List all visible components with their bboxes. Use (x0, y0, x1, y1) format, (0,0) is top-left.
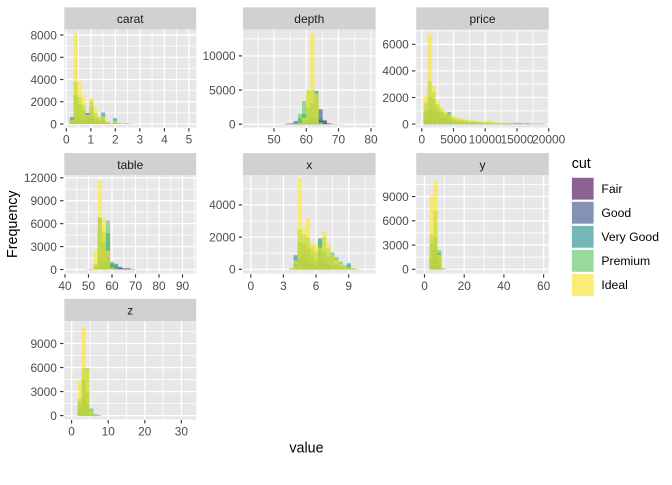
svg-text:5000: 5000 (209, 83, 236, 97)
svg-text:z: z (127, 304, 133, 318)
svg-text:15000: 15000 (500, 133, 533, 147)
svg-text:30: 30 (175, 425, 189, 439)
svg-text:10000: 10000 (203, 49, 236, 63)
svg-text:6: 6 (313, 279, 320, 293)
svg-text:0: 0 (421, 279, 428, 293)
svg-text:0: 0 (229, 118, 236, 132)
svg-text:0: 0 (229, 263, 236, 277)
svg-text:70: 70 (129, 279, 143, 293)
svg-text:0: 0 (63, 133, 70, 147)
svg-text:value: value (289, 440, 323, 456)
svg-text:x: x (306, 158, 312, 172)
svg-text:0: 0 (402, 117, 409, 131)
svg-text:60: 60 (300, 133, 314, 147)
svg-text:table: table (117, 158, 143, 172)
svg-text:2000: 2000 (30, 95, 57, 109)
svg-text:60: 60 (537, 279, 551, 293)
svg-text:50: 50 (267, 133, 281, 147)
svg-text:50: 50 (82, 279, 96, 293)
svg-text:60: 60 (105, 279, 119, 293)
svg-text:0: 0 (247, 279, 254, 293)
svg-text:Good: Good (601, 206, 631, 220)
svg-text:40: 40 (58, 279, 72, 293)
svg-text:6000: 6000 (30, 361, 57, 375)
svg-text:0: 0 (50, 117, 57, 131)
svg-text:3: 3 (280, 279, 287, 293)
svg-text:5000: 5000 (440, 133, 467, 147)
svg-text:12000: 12000 (24, 171, 57, 185)
svg-text:9: 9 (345, 279, 352, 293)
svg-text:6000: 6000 (382, 214, 409, 228)
svg-text:2: 2 (112, 133, 119, 147)
svg-text:8000: 8000 (30, 28, 57, 42)
svg-text:Very Good: Very Good (601, 230, 659, 244)
svg-text:70: 70 (332, 133, 346, 147)
svg-text:0: 0 (50, 409, 57, 423)
svg-text:0: 0 (418, 133, 425, 147)
svg-text:depth: depth (294, 12, 324, 26)
svg-text:6000: 6000 (382, 38, 409, 52)
svg-text:Fair: Fair (601, 182, 622, 196)
svg-text:4000: 4000 (382, 64, 409, 78)
svg-text:9000: 9000 (30, 194, 57, 208)
svg-text:0: 0 (402, 263, 409, 277)
svg-text:Premium: Premium (601, 254, 650, 268)
svg-text:10: 10 (102, 425, 116, 439)
svg-text:2000: 2000 (382, 91, 409, 105)
svg-text:20000: 20000 (532, 133, 565, 147)
svg-text:y: y (480, 158, 486, 172)
svg-text:2000: 2000 (209, 230, 236, 244)
svg-text:9000: 9000 (30, 337, 57, 351)
svg-text:1: 1 (88, 133, 95, 147)
svg-text:cut: cut (572, 156, 591, 172)
svg-text:9000: 9000 (382, 190, 409, 204)
svg-text:5: 5 (186, 133, 193, 147)
svg-text:Ideal: Ideal (601, 278, 627, 292)
svg-text:3000: 3000 (30, 240, 57, 254)
svg-text:price: price (469, 12, 495, 26)
svg-text:3: 3 (137, 133, 144, 147)
svg-text:20: 20 (138, 425, 152, 439)
svg-text:80: 80 (152, 279, 166, 293)
svg-text:0: 0 (68, 425, 75, 439)
svg-text:Frequency: Frequency (5, 190, 21, 258)
svg-text:3000: 3000 (382, 238, 409, 252)
svg-text:6000: 6000 (30, 217, 57, 231)
svg-text:90: 90 (176, 279, 190, 293)
svg-text:4000: 4000 (209, 198, 236, 212)
svg-text:4: 4 (161, 133, 168, 147)
svg-text:4000: 4000 (30, 73, 57, 87)
svg-text:6000: 6000 (30, 51, 57, 65)
svg-text:10000: 10000 (469, 133, 502, 147)
svg-text:0: 0 (50, 263, 57, 277)
svg-text:40: 40 (497, 279, 511, 293)
svg-text:20: 20 (458, 279, 472, 293)
svg-text:3000: 3000 (30, 385, 57, 399)
svg-text:80: 80 (364, 133, 378, 147)
svg-text:carat: carat (117, 12, 144, 26)
